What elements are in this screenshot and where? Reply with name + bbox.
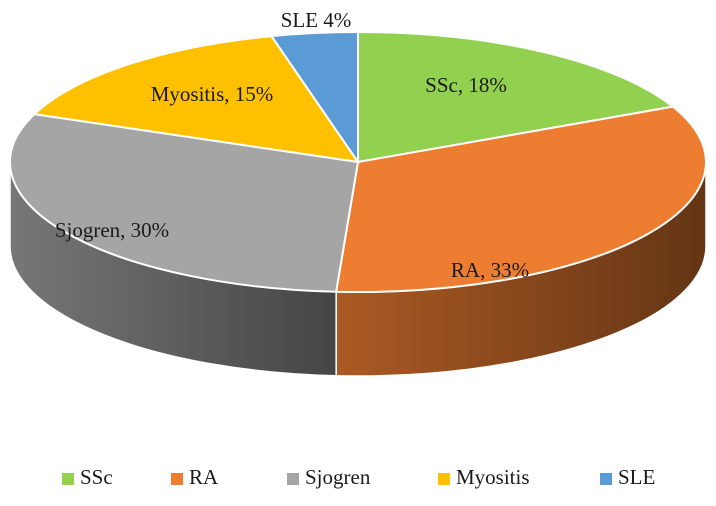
legend-item-sjogren: Sjogren [287,465,371,489]
legend-label-ra: RA [189,465,219,489]
legend-swatch-ssc [62,473,74,485]
legend-label-sjogren: Sjogren [305,465,371,489]
pie-slice-ssc [357,31,674,163]
pie-top-face [9,31,707,293]
pie-slice-sjogren [9,113,359,293]
pie-data-labels: SSc, 18% RA, 33% Sjogren, 30% Myositis, 15%… [55,8,529,282]
pie-slice-myositis [33,35,359,163]
legend-swatch-sjogren [287,473,299,485]
pie-slice-sle [270,31,359,163]
data-label-ra: RA, 33% [451,258,529,282]
data-label-sjogren: Sjogren, 30% [55,218,169,242]
legend-swatch-sle [600,473,612,485]
legend-label-myositis: Myositis [456,465,530,489]
legend-item-myositis: Myositis [438,465,530,489]
legend-item-ra: RA [171,465,219,489]
data-label-sle: SLE 4% [281,8,352,32]
data-label-myositis: Myositis, 15% [151,82,274,106]
legend-label-sle: SLE [618,465,655,489]
legend-swatch-myositis [438,473,450,485]
legend-item-sle: SLE [600,465,655,489]
data-label-ssc: SSc, 18% [425,73,507,97]
legend-swatch-ra [171,473,183,485]
legend-label-ssc: SSc [80,465,113,489]
legend-item-ssc: SSc [62,465,113,489]
pie-slice-ra [335,105,707,293]
legend: SSc RA Sjogren Myositis SLE [62,465,655,489]
